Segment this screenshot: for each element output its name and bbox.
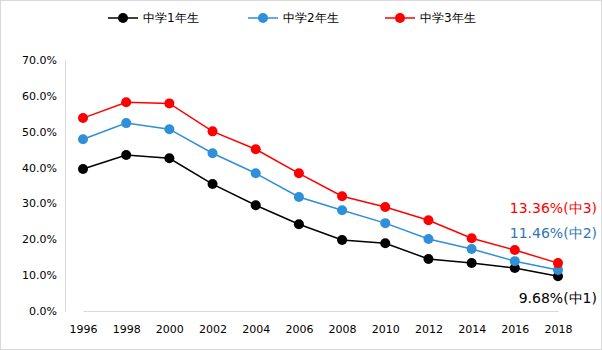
series-marker — [467, 258, 477, 268]
series-marker — [208, 148, 218, 158]
series-marker — [164, 153, 174, 163]
series-marker — [510, 256, 520, 266]
x-tick: 2014 — [458, 311, 486, 336]
series-marker — [164, 124, 174, 134]
x-tick-label: 1998 — [113, 323, 141, 336]
series-marker — [121, 97, 131, 107]
x-tick-label: 2006 — [285, 323, 313, 336]
y-tick: 20.0% — [22, 233, 65, 246]
legend-item: 中学2年生 — [248, 11, 339, 25]
legend-item: 中学3年生 — [385, 11, 476, 25]
series-marker — [294, 219, 304, 229]
x-tick: 2004 — [242, 311, 270, 336]
series-line — [83, 155, 558, 276]
series-marker — [294, 168, 304, 178]
y-tick: 0.0% — [29, 305, 65, 318]
series-marker — [251, 200, 261, 210]
series-marker — [553, 258, 563, 268]
x-tick: 2008 — [329, 311, 357, 336]
x-tick: 2010 — [372, 311, 400, 336]
y-tick-label: 20.0% — [22, 233, 57, 246]
series-marker — [467, 244, 477, 254]
x-tick-label: 2016 — [501, 323, 529, 336]
y-tick: 10.0% — [22, 269, 65, 282]
annotation: 11.46%(中2) — [510, 225, 597, 241]
x-tick: 2006 — [285, 311, 313, 336]
legend-marker — [258, 13, 268, 23]
series-marker — [251, 168, 261, 178]
series-marker — [423, 254, 433, 264]
x-tick: 1998 — [113, 311, 141, 336]
x-axis: 1996 1998 2000 2002 2004 2006 2008 2010 2012 2014… — [70, 311, 573, 336]
y-tick: 40.0% — [22, 162, 65, 175]
series-marker — [510, 245, 520, 255]
x-tick: 2012 — [415, 311, 443, 336]
y-tick: 70.0% — [22, 54, 65, 67]
legend-marker — [118, 13, 128, 23]
series-marker — [380, 218, 390, 228]
x-axis-line — [84, 311, 559, 312]
y-tick-label: 0.0% — [29, 305, 57, 318]
legend-item: 中学1年生 — [108, 11, 199, 25]
series-marker — [121, 118, 131, 128]
annotations: 9.68%(中1) 11.46%(中2) 13.36%(中3) — [510, 200, 597, 306]
legend-label: 中学1年生 — [143, 11, 199, 25]
series-marker — [208, 179, 218, 189]
annotation: 9.68%(中1) — [519, 290, 597, 306]
chart-frame — [1, 1, 602, 350]
x-tick: 2002 — [199, 311, 227, 336]
series-marker — [337, 235, 347, 245]
legend-label: 中学3年生 — [420, 11, 476, 25]
series-marker — [467, 233, 477, 243]
series-marker — [208, 126, 218, 136]
series-marker — [294, 192, 304, 202]
y-axis-line — [65, 61, 66, 312]
chart: 0.0% 10.0% 20.0% 30.0% 40.0% 50.0% 60.0% 70.0% 1… — [0, 0, 602, 350]
x-tick-label: 2014 — [458, 323, 486, 336]
x-tick-label: 2008 — [329, 323, 357, 336]
series-line — [83, 102, 558, 263]
y-tick-label: 50.0% — [22, 126, 57, 139]
x-tick: 1996 — [70, 311, 98, 336]
annotation: 13.36%(中3) — [510, 200, 597, 216]
y-axis: 0.0% 10.0% 20.0% 30.0% 40.0% 50.0% 60.0% 70.0% — [22, 54, 65, 318]
x-tick-label: 2004 — [242, 323, 270, 336]
y-tick: 60.0% — [22, 90, 65, 103]
series-marker — [121, 150, 131, 160]
series-marker — [337, 191, 347, 201]
y-tick-label: 30.0% — [22, 197, 57, 210]
x-tick-label: 1996 — [70, 323, 98, 336]
plot-area — [78, 97, 563, 281]
series-marker — [251, 144, 261, 154]
y-tick: 50.0% — [22, 126, 65, 139]
legend-marker — [395, 13, 405, 23]
series-marker — [78, 113, 88, 123]
series-marker — [337, 205, 347, 215]
x-tick-label: 2010 — [372, 323, 400, 336]
x-tick-label: 2002 — [199, 323, 227, 336]
x-tick-label: 2012 — [415, 323, 443, 336]
legend: 中学1年生 中学2年生 中学3年生 — [108, 11, 476, 25]
y-tick-label: 60.0% — [22, 90, 57, 103]
y-tick-label: 40.0% — [22, 162, 57, 175]
x-tick-label: 2000 — [156, 323, 184, 336]
y-tick-label: 70.0% — [22, 54, 57, 67]
series-marker — [380, 238, 390, 248]
series-marker — [423, 215, 433, 225]
series-marker — [380, 202, 390, 212]
y-tick: 30.0% — [22, 197, 65, 210]
series-line — [83, 123, 558, 270]
x-tick: 2016 — [501, 311, 529, 336]
series-marker — [78, 134, 88, 144]
series-marker — [164, 98, 174, 108]
x-tick: 2018 — [545, 311, 573, 336]
legend-label: 中学2年生 — [283, 11, 339, 25]
series-marker — [423, 234, 433, 244]
x-tick-label: 2018 — [545, 323, 573, 336]
x-tick: 2000 — [156, 311, 184, 336]
y-tick-label: 10.0% — [22, 269, 57, 282]
series-marker — [78, 164, 88, 174]
